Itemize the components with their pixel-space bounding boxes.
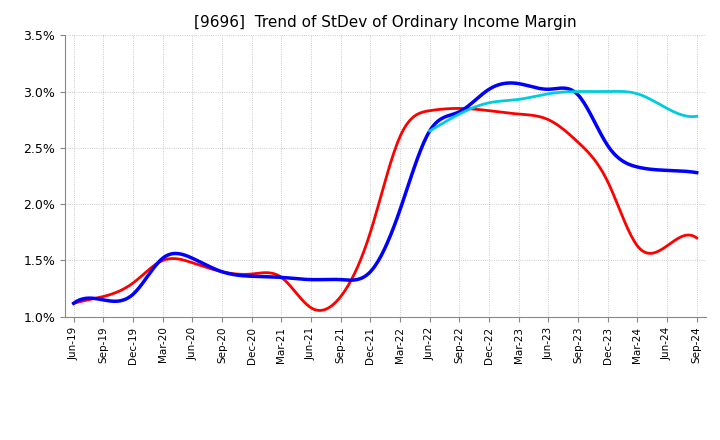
7 Years [618,89,627,94]
5 Years [521,82,529,88]
7 Years [531,94,540,99]
7 Years [513,97,521,102]
5 Years [523,83,532,88]
7 Years [426,128,434,134]
3 Years [69,301,78,306]
3 Years [693,235,701,241]
7 Years [593,89,602,94]
5 Years [507,81,516,86]
Title: [9696]  Trend of StDev of Ordinary Income Margin: [9696] Trend of StDev of Ordinary Income… [194,15,577,30]
7 Years [620,89,629,94]
3 Years [522,112,531,117]
7 Years [457,110,466,115]
3 Years [318,308,326,313]
3 Years [272,272,281,277]
3 Years [454,106,462,111]
Line: 5 Years: 5 Years [73,83,697,303]
Line: 7 Years: 7 Years [430,92,697,131]
5 Years [69,301,78,306]
5 Years [316,277,325,282]
3 Years [144,267,153,272]
3 Years [526,112,534,117]
5 Years [462,105,470,110]
3 Years [316,308,325,313]
5 Years [693,170,701,175]
5 Years [144,272,153,278]
7 Years [613,89,621,94]
5 Years [272,275,281,280]
Line: 3 Years: 3 Years [73,108,697,311]
7 Years [693,114,701,119]
3 Years [464,106,473,111]
